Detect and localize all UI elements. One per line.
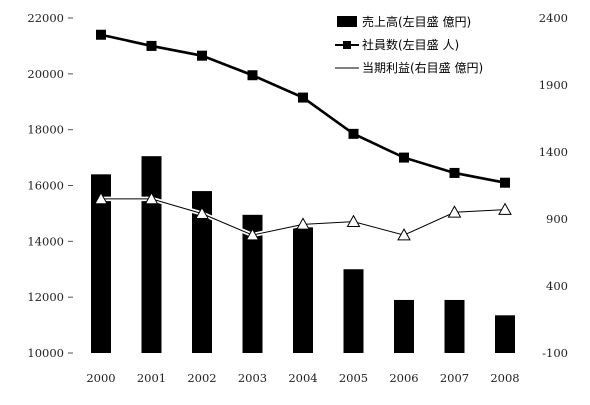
x-tick-label: 2004	[288, 371, 317, 385]
profit-point	[296, 217, 310, 230]
left-tick-label: 16000	[27, 179, 64, 193]
employees-point	[146, 40, 157, 51]
right-tick-label: 400	[546, 279, 568, 293]
bar	[444, 299, 465, 353]
left-tick-label: 12000	[27, 290, 64, 304]
x-tick-label: 2007	[440, 371, 469, 385]
employees-line	[96, 29, 510, 188]
employees-point	[449, 167, 460, 178]
bar	[141, 156, 162, 353]
legend-label-employees: 社員数(左目盛 人)	[362, 37, 459, 52]
x-tick-label: 2003	[238, 371, 267, 385]
employees-line-path	[100, 33, 506, 184]
employees-point	[500, 177, 510, 188]
profit-point	[498, 202, 512, 215]
sales-bars	[91, 156, 515, 353]
x-tick-label: 2006	[389, 371, 418, 385]
x-tick-label: 2008	[490, 371, 519, 385]
profit-point	[346, 214, 361, 227]
profit-point	[94, 191, 108, 205]
right-tick-label: 900	[546, 212, 568, 226]
profit-point	[397, 228, 411, 241]
profit-point	[245, 228, 260, 241]
employees-point	[298, 92, 308, 103]
right-axis-ticks: -100 400 900 1400 1900 2400	[539, 11, 568, 360]
left-axis-ticks: 10000 12000 14000 16000 18000 20000 22000	[27, 11, 73, 360]
employees-point	[348, 128, 359, 139]
employees-point	[197, 50, 207, 61]
x-tick-label: 2001	[137, 371, 166, 385]
bar	[394, 299, 414, 353]
right-tick-label: 2400	[539, 11, 568, 25]
left-tick-label: 10000	[27, 346, 64, 360]
employees-point	[247, 70, 258, 81]
bar	[242, 214, 263, 353]
right-tick-label: 1900	[539, 78, 568, 92]
bar	[343, 269, 364, 353]
legend-label-profit: 当期利益(右目盛 億円)	[362, 60, 483, 75]
legend: 売上高(左目盛 億円) 社員数(左目盛 人) 当期利益(右目盛 億円)	[335, 14, 483, 75]
employees-point	[96, 29, 106, 40]
legend-label-sales: 売上高(左目盛 億円)	[362, 14, 471, 29]
right-tick-label: 1400	[539, 145, 568, 159]
profit-point	[195, 206, 209, 219]
profit-point	[447, 205, 462, 218]
x-tick-label: 2005	[339, 371, 368, 385]
left-tick-label: 14000	[27, 234, 64, 248]
legend-swatch-sales	[337, 16, 357, 27]
profit-point	[144, 191, 159, 205]
left-tick-label: 22000	[27, 11, 64, 25]
profit-line	[94, 191, 512, 241]
bar	[192, 191, 212, 353]
x-axis-ticks: 2000 2001 2002 2003 2004 2005 2006 2007 2008	[86, 371, 519, 385]
left-tick-label: 18000	[27, 123, 64, 137]
x-tick-label: 2002	[187, 371, 216, 385]
bar	[293, 227, 313, 353]
x-tick-label: 2000	[86, 371, 115, 385]
employees-point	[399, 152, 409, 163]
left-tick-label: 20000	[27, 67, 64, 81]
right-tick-label: -100	[542, 346, 568, 360]
legend-swatch-employees-marker	[343, 41, 351, 49]
bar	[91, 174, 111, 353]
bar	[495, 315, 515, 353]
